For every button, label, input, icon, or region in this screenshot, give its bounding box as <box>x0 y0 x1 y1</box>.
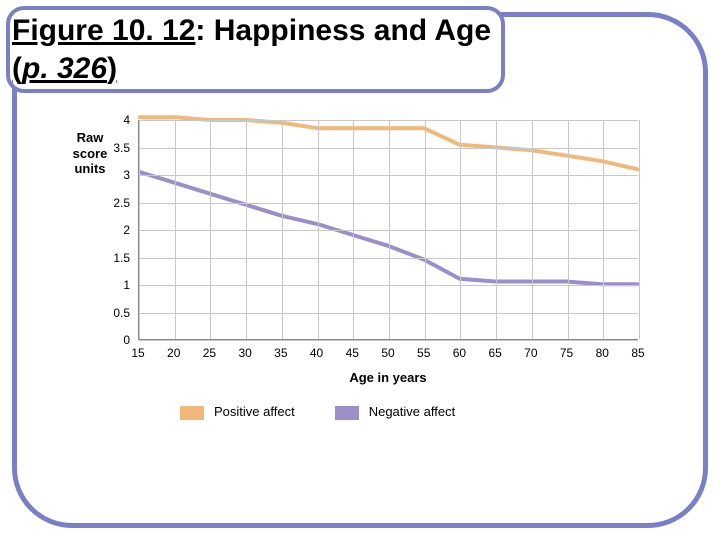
plot-area <box>138 120 638 340</box>
grid-horizontal <box>139 313 638 314</box>
figure-title-line1: Figure 10. 12: Happiness and Age <box>12 12 491 50</box>
x-axis-label: Age in years <box>138 370 638 385</box>
y-tick-label: 0.5 <box>60 306 130 320</box>
grid-horizontal <box>139 285 638 286</box>
y-tick-label: 4 <box>60 113 130 127</box>
x-tick-label: 50 <box>381 346 394 360</box>
legend-item: Positive affect <box>180 404 295 420</box>
x-tick-label: 25 <box>203 346 216 360</box>
y-tick-label: 3.5 <box>60 141 130 155</box>
x-tick-label: 40 <box>310 346 323 360</box>
figure-title-rest: : Happiness and Age <box>195 14 491 47</box>
grid-horizontal <box>139 148 638 149</box>
y-tick-label: 3 <box>60 168 130 182</box>
y-tick-label: 1.5 <box>60 251 130 265</box>
y-tick-label: 2 <box>60 223 130 237</box>
grid-horizontal <box>139 203 638 204</box>
x-tick-label: 45 <box>346 346 359 360</box>
grid-horizontal <box>139 230 638 231</box>
x-tick-label: 60 <box>453 346 466 360</box>
figure-number: Figure 10. 12 <box>12 14 195 47</box>
grid-horizontal <box>139 120 638 121</box>
figure-title-box: Figure 10. 12: Happiness and Age (p. 326… <box>6 6 505 93</box>
legend-label: Negative affect <box>369 404 455 419</box>
grid-vertical <box>639 120 640 339</box>
legend-label: Positive affect <box>214 404 295 419</box>
x-tick-label: 85 <box>631 346 644 360</box>
x-tick-label: 15 <box>131 346 144 360</box>
chart-legend: Positive affect Negative affect <box>180 404 455 420</box>
x-tick-label: 70 <box>524 346 537 360</box>
y-tick-label: 0 <box>60 333 130 347</box>
chart-container: Raw score units Age in years Positive af… <box>60 110 660 470</box>
y-tick-label: 2.5 <box>60 196 130 210</box>
legend-item: Negative affect <box>335 404 455 420</box>
legend-swatch <box>335 406 359 420</box>
x-tick-label: 20 <box>167 346 180 360</box>
x-tick-label: 65 <box>488 346 501 360</box>
figure-title-line2: (p. 326) <box>12 50 491 88</box>
grid-horizontal <box>139 340 638 341</box>
legend-swatch <box>180 406 204 420</box>
grid-horizontal <box>139 175 638 176</box>
x-tick-label: 80 <box>596 346 609 360</box>
x-tick-label: 55 <box>417 346 430 360</box>
grid-horizontal <box>139 258 638 259</box>
x-tick-label: 75 <box>560 346 573 360</box>
y-tick-label: 1 <box>60 278 130 292</box>
x-tick-label: 35 <box>274 346 287 360</box>
page-ref: (p. 326) <box>12 52 117 85</box>
x-tick-label: 30 <box>238 346 251 360</box>
